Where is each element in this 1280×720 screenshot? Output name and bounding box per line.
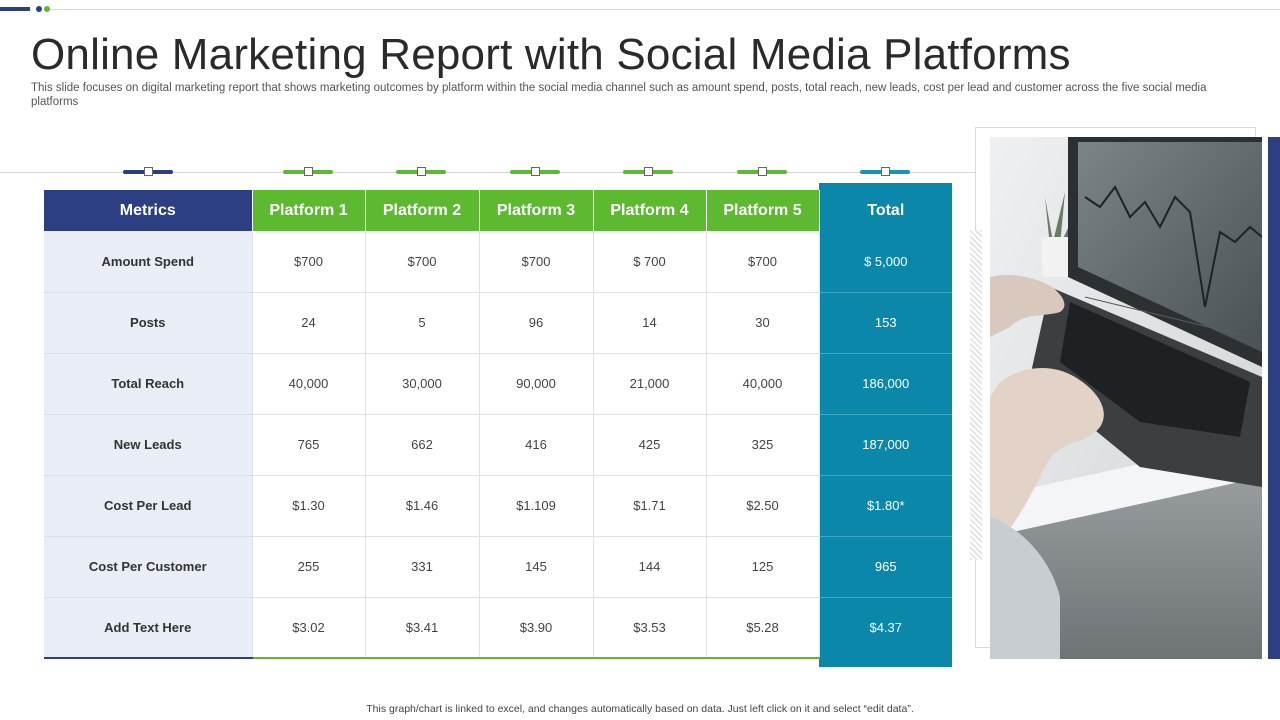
header-metrics: Metrics [44, 190, 253, 231]
laptop-illustration [990, 137, 1262, 659]
table-row: Add Text Here $3.02 $3.41 $3.90 $3.53 $5… [44, 597, 952, 659]
header-platform-4: Platform 4 [593, 190, 707, 231]
table-cell: 90,000 [479, 353, 594, 415]
accent-dot-green [44, 6, 50, 12]
column-handle-platform-5 [737, 167, 787, 176]
row-total: 153 [819, 292, 952, 354]
column-handle-line [0, 172, 975, 173]
table-cell: 145 [479, 536, 594, 598]
table-cell: 21,000 [593, 353, 707, 415]
table-cell: 96 [479, 292, 594, 354]
table-row: Amount Spend $700 $700 $700 $ 700 $700 $… [44, 231, 952, 293]
table-cell: $1.46 [365, 475, 480, 537]
table-cell: 14 [593, 292, 707, 354]
table-cell: $1.71 [593, 475, 707, 537]
column-handle-total [860, 167, 910, 176]
table-cell: 5 [365, 292, 480, 354]
table-cell: 662 [365, 414, 480, 476]
row-total: 186,000 [819, 353, 952, 415]
report-table: Metrics Platform 1 Platform 2 Platform 3… [44, 190, 952, 659]
table-header-row: Metrics Platform 1 Platform 2 Platform 3… [44, 190, 952, 231]
table-row: Cost Per Customer 255 331 145 144 125 96… [44, 536, 952, 598]
table-cell: $700 [706, 231, 820, 293]
table-cell: 40,000 [252, 353, 366, 415]
table-cell: 425 [593, 414, 707, 476]
accent-dot-navy [36, 6, 42, 12]
row-metric-label: New Leads [44, 414, 253, 476]
table-cell: $700 [479, 231, 594, 293]
table-cell: 331 [365, 536, 480, 598]
header-platform-3: Platform 3 [479, 190, 594, 231]
table-cell: 416 [479, 414, 594, 476]
table-cell: 765 [252, 414, 366, 476]
column-handle-platform-2 [396, 167, 446, 176]
column-handle-platform-1 [283, 167, 333, 176]
table-cell: 24 [252, 292, 366, 354]
table-cell: $2.50 [706, 475, 820, 537]
table-cell: 144 [593, 536, 707, 598]
row-total: $4.37 [869, 620, 903, 636]
table-cell: 255 [252, 536, 366, 598]
row-metric-label: Posts [44, 292, 253, 354]
table-cell: $3.90 [479, 597, 594, 659]
row-total: $ 5,000 [819, 231, 952, 293]
table-cell: $700 [252, 231, 366, 293]
top-accent-bar [0, 7, 30, 11]
table-cell: $3.02 [252, 597, 366, 659]
slide-subtitle: This slide focuses on digital marketing … [31, 82, 1207, 108]
marketing-report-table: Metrics Platform 1 Platform 2 Platform 3… [44, 183, 952, 667]
table-cell: 125 [706, 536, 820, 598]
top-divider [50, 9, 1280, 10]
table-row: New Leads 765 662 416 425 325 187,000 [44, 414, 952, 476]
table-row: Posts 24 5 96 14 30 153 [44, 292, 952, 354]
table-cell: 30 [706, 292, 820, 354]
table-cell: 30,000 [365, 353, 480, 415]
table-row: Cost Per Lead $1.30 $1.46 $1.109 $1.71 $… [44, 475, 952, 537]
table-cell: $700 [365, 231, 480, 293]
header-total: Total [867, 201, 905, 219]
table-row: Total Reach 40,000 30,000 90,000 21,000 … [44, 353, 952, 415]
footnote: This graph/chart is linked to excel, and… [366, 703, 914, 715]
table-cell: $3.41 [365, 597, 480, 659]
table-cell: 325 [706, 414, 820, 476]
table-cell: $5.28 [706, 597, 820, 659]
column-handle-metrics [123, 167, 173, 176]
table-cell: $ 700 [593, 231, 707, 293]
photo-frame-stripe [970, 230, 982, 560]
laptop-photo [990, 137, 1262, 659]
row-total: 187,000 [819, 414, 952, 476]
column-handle-platform-3 [510, 167, 560, 176]
header-platform-1: Platform 1 [252, 190, 366, 231]
table-cell: $1.109 [479, 475, 594, 537]
right-accent-bar [1268, 137, 1280, 659]
row-metric-label: Cost Per Lead [44, 475, 253, 537]
row-total: 965 [819, 536, 952, 598]
row-metric-label: Add Text Here [44, 597, 253, 659]
header-platform-2: Platform 2 [365, 190, 480, 231]
slide-title: Online Marketing Report with Social Medi… [31, 30, 1071, 79]
row-metric-label: Cost Per Customer [44, 536, 253, 598]
table-cell: $1.30 [252, 475, 366, 537]
row-metric-label: Total Reach [44, 353, 253, 415]
column-handle-platform-4 [623, 167, 673, 176]
header-platform-5: Platform 5 [706, 190, 820, 231]
table-cell: $3.53 [593, 597, 707, 659]
row-total: $1.80* [819, 475, 952, 537]
row-metric-label: Amount Spend [44, 231, 253, 293]
table-cell: 40,000 [706, 353, 820, 415]
